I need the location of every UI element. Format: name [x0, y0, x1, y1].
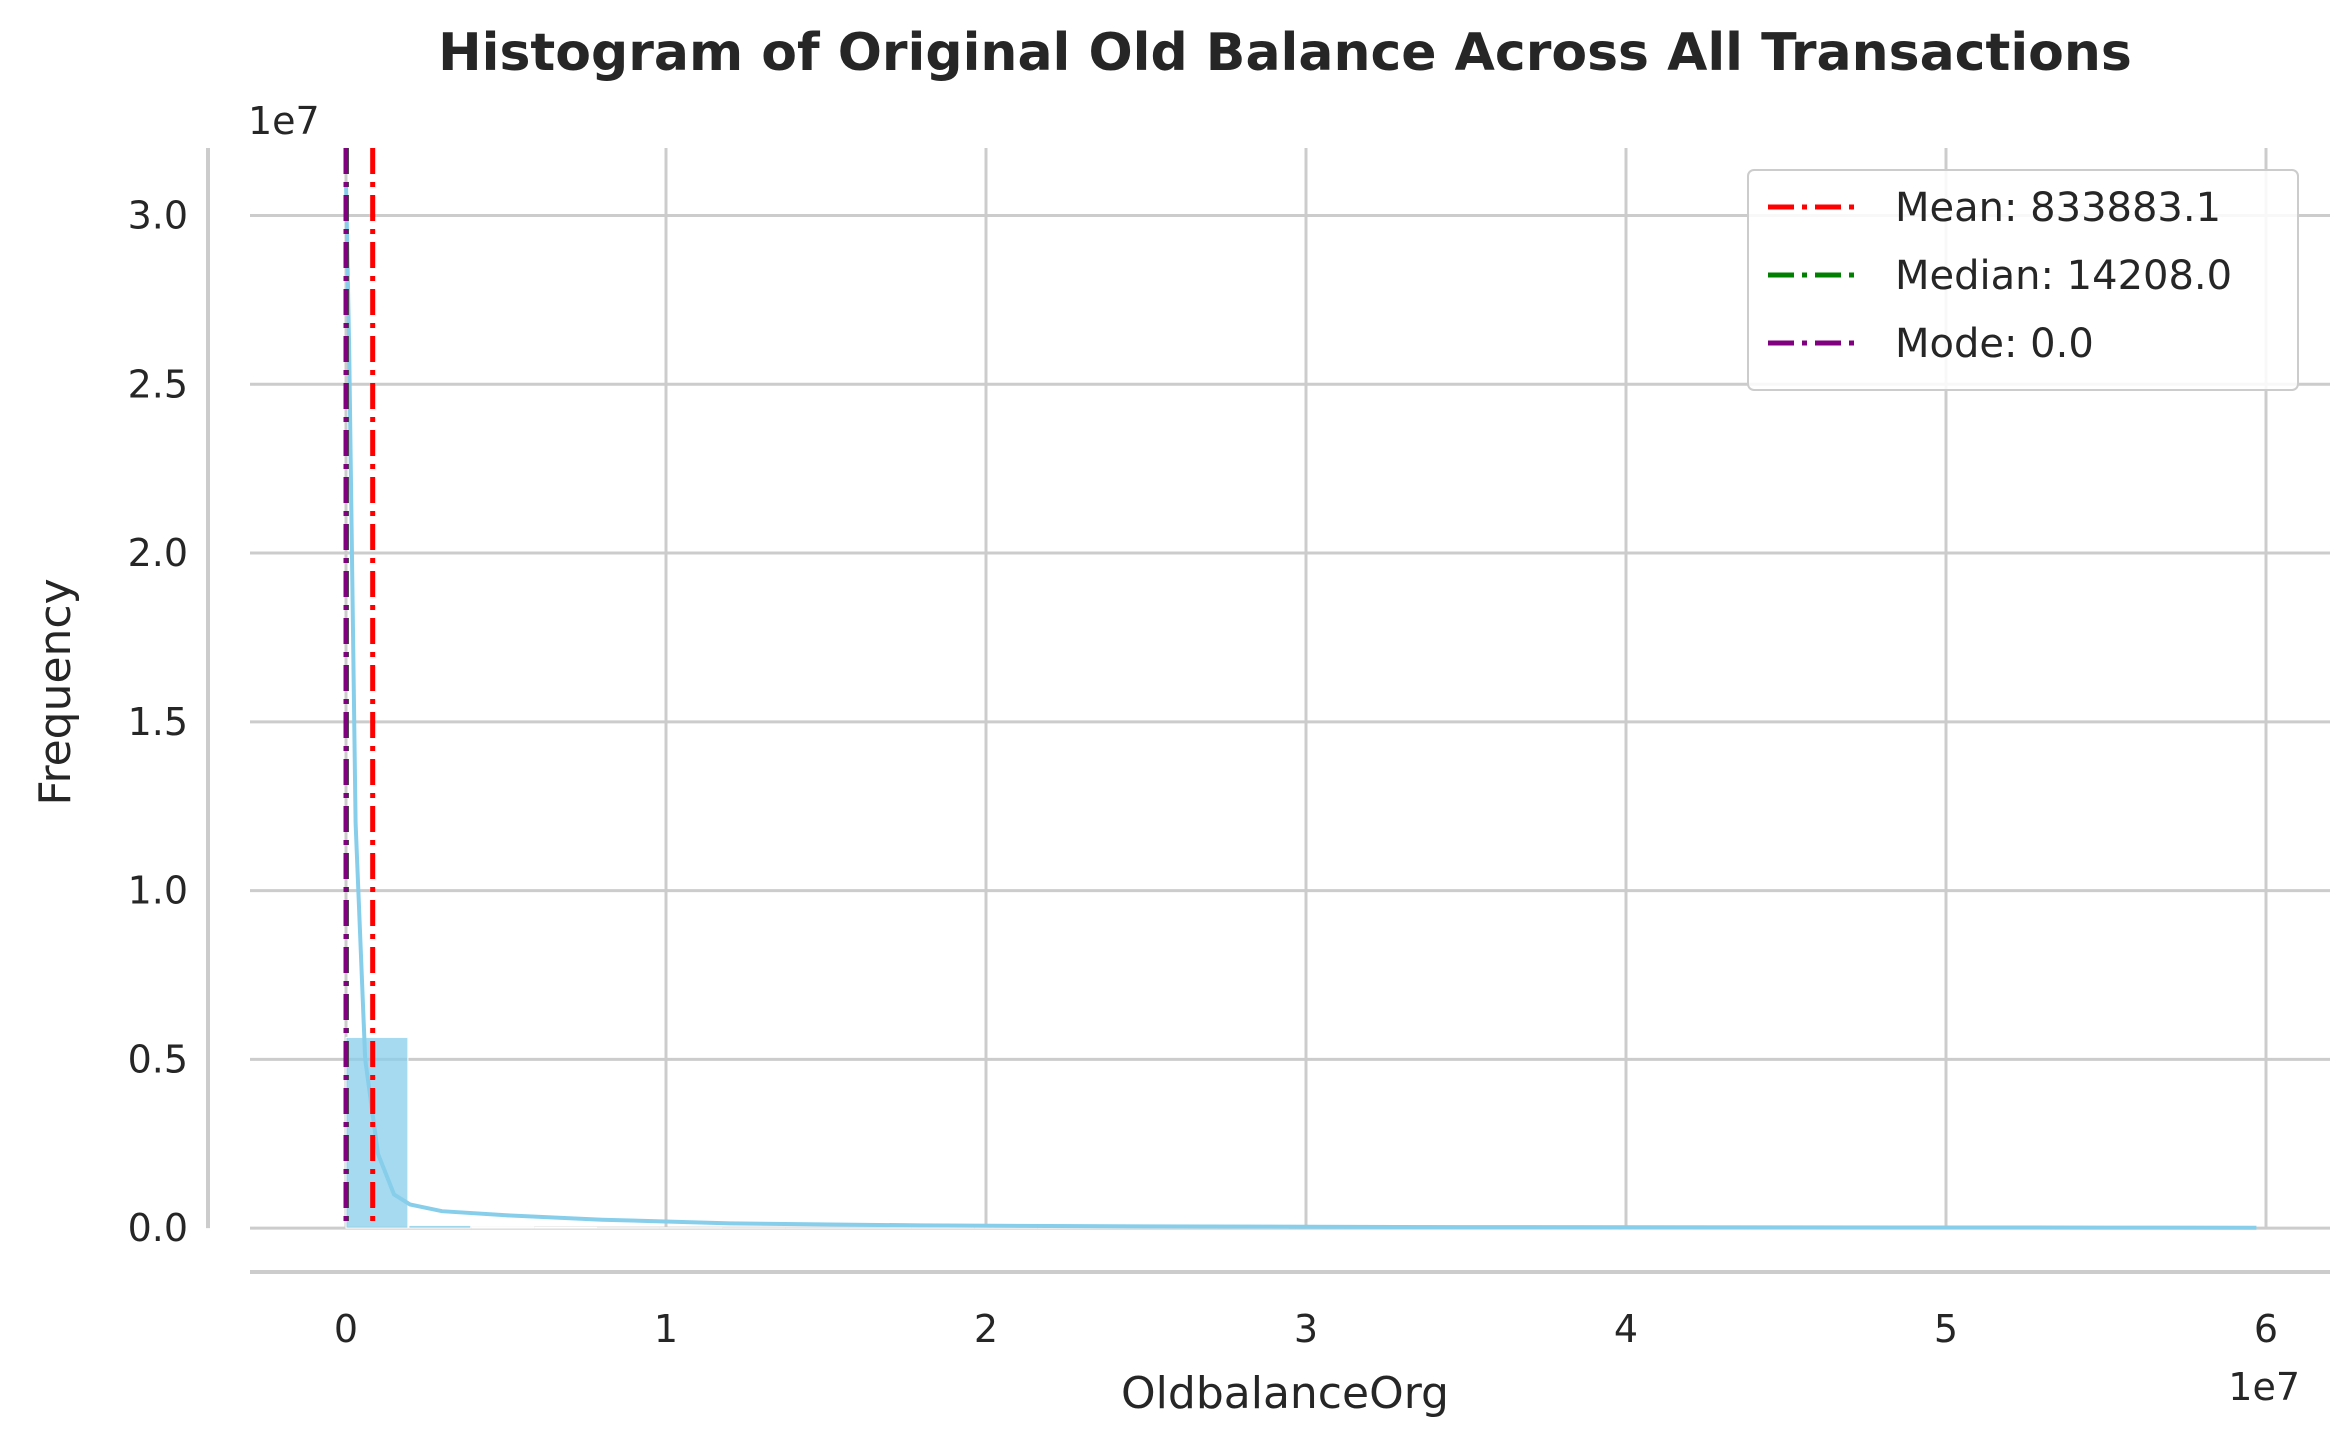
- chart-title: Histogram of Original Old Balance Across…: [438, 23, 2132, 83]
- legend-label: Mean: 833883.1: [1895, 185, 2221, 231]
- y-tick-label: 0.5: [128, 1037, 188, 1081]
- legend: Mean: 833883.1 Median: 14208.0 Mode: 0.0: [1747, 169, 2299, 391]
- x-tick-label: 2: [974, 1307, 998, 1351]
- histogram-bar: [471, 1226, 535, 1229]
- x-offset-label: 1e7: [2228, 1365, 2300, 1409]
- y-tick-label: 2.5: [128, 362, 188, 406]
- y-tick-label: 1.0: [128, 869, 188, 913]
- y-tick-label: 3.0: [128, 194, 188, 238]
- histogram-bar: [408, 1224, 472, 1229]
- y-tick-label: 1.5: [128, 700, 188, 744]
- histogram-bar: [534, 1226, 598, 1229]
- x-tick-label: 1: [654, 1307, 678, 1351]
- histogram-bars: [345, 1036, 2232, 1229]
- legend-label: Mode: 0.0: [1895, 321, 2094, 367]
- y-axis-label: Frequency: [30, 578, 81, 805]
- x-tick-label: 5: [1934, 1307, 1958, 1351]
- x-tick-label: 3: [1294, 1307, 1318, 1351]
- y-tick-label: 0.0: [128, 1206, 188, 1250]
- legend-label: Median: 14208.0: [1895, 253, 2232, 299]
- y-tick-labels: 0.0 0.5 1.0 1.5 2.0 2.5 3.0: [128, 194, 188, 1251]
- x-axis-label: OldbalanceOrg: [1121, 1368, 1449, 1419]
- x-tick-label: 6: [2254, 1307, 2278, 1351]
- legend-box: [1747, 169, 2299, 391]
- y-offset-label: 1e7: [248, 99, 320, 143]
- kde-curve-group: [344, 181, 2257, 1230]
- kde-curve: [344, 181, 2257, 1230]
- axis-spines: [206, 148, 2330, 1274]
- x-tick-label: 0: [334, 1307, 358, 1351]
- x-tick-label: 4: [1614, 1307, 1638, 1351]
- y-tick-label: 2.0: [128, 531, 188, 575]
- x-tick-labels: 0 1 2 3 4 5 6: [334, 1307, 2278, 1351]
- reference-lines: [343, 148, 376, 1229]
